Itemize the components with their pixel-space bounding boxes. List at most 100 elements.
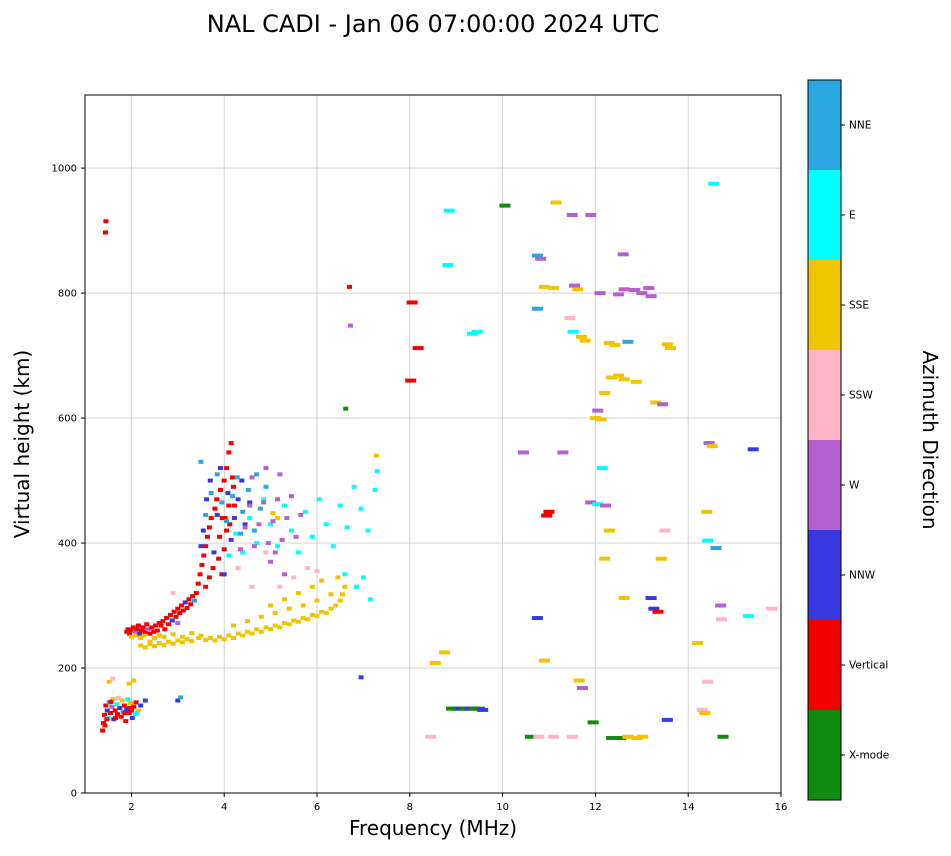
data-point [499, 203, 511, 208]
data-point [257, 506, 263, 511]
data-point [124, 629, 130, 634]
chart-title: NAL CADI - Jan 06 07:00:00 2024 UTC [206, 10, 660, 38]
data-point [268, 522, 274, 527]
data-point [196, 636, 202, 641]
data-point [129, 716, 135, 721]
data-point [226, 633, 232, 638]
data-point [622, 339, 634, 344]
data-point [127, 706, 133, 711]
data-point [286, 622, 292, 627]
data-point [585, 212, 597, 217]
data-point [270, 511, 276, 516]
data-point [227, 522, 233, 527]
data-point [618, 287, 630, 292]
data-point [531, 616, 543, 621]
data-point [548, 734, 560, 739]
data-point [104, 717, 110, 722]
data-point [665, 346, 677, 351]
data-point [113, 716, 119, 721]
data-point [149, 625, 155, 630]
data-point [293, 534, 299, 539]
data-point [251, 528, 257, 533]
data-point [661, 717, 673, 722]
data-point [443, 208, 455, 213]
data-point [258, 614, 264, 619]
data-point [696, 707, 708, 712]
y-tick-label: 400 [58, 539, 77, 550]
data-point [346, 284, 352, 289]
y-tick-label: 200 [58, 664, 77, 675]
data-point [279, 537, 285, 542]
data-point [347, 323, 353, 328]
data-point [245, 487, 251, 492]
data-point [235, 631, 241, 636]
data-point [330, 544, 336, 549]
data-point [235, 566, 241, 571]
data-point [219, 500, 225, 505]
data-point [637, 734, 649, 739]
data-point [263, 466, 269, 471]
data-point [766, 606, 778, 611]
data-point [659, 528, 671, 533]
data-point [256, 522, 262, 527]
data-point [144, 622, 150, 627]
data-point [703, 441, 715, 446]
data-point [240, 550, 246, 555]
data-point [372, 487, 378, 492]
data-point [132, 629, 138, 634]
y-tick-label: 0 [71, 789, 77, 800]
data-point [316, 497, 322, 502]
data-point [108, 711, 114, 716]
data-point [230, 494, 236, 499]
data-point [543, 509, 555, 514]
data-point [102, 230, 108, 235]
data-point [655, 556, 667, 561]
data-point [154, 628, 160, 633]
data-point [151, 629, 157, 634]
data-point [178, 695, 184, 700]
data-point [244, 619, 250, 624]
data-point [702, 679, 714, 684]
data-point [179, 640, 185, 645]
data-point [337, 598, 343, 603]
data-point [531, 253, 543, 258]
data-point [164, 616, 170, 621]
data-point [576, 686, 588, 691]
data-point [175, 698, 181, 703]
data-point [126, 681, 132, 686]
data-point [323, 611, 329, 616]
data-point [140, 625, 146, 630]
data-point [600, 503, 612, 508]
data-point [367, 597, 373, 602]
data-point [214, 497, 220, 502]
data-point [169, 618, 175, 623]
data-point [648, 606, 660, 611]
data-point [133, 700, 139, 705]
data-point [188, 602, 194, 607]
data-point [645, 596, 657, 601]
data-point [343, 406, 349, 411]
x-tick-label: 2 [128, 802, 134, 813]
data-point [645, 294, 657, 299]
data-point [275, 497, 281, 502]
data-point [224, 466, 230, 471]
data-point [337, 503, 343, 508]
data-point [203, 512, 209, 517]
data-point [716, 617, 728, 622]
data-point [263, 625, 269, 630]
data-point [657, 402, 669, 407]
data-point [589, 416, 601, 421]
colorbar-segment-nnw [808, 530, 841, 620]
data-point [699, 711, 711, 716]
data-point [405, 378, 417, 383]
data-point [594, 291, 606, 296]
data-point [131, 704, 137, 709]
data-point [277, 625, 283, 630]
data-point [158, 623, 164, 628]
data-point [650, 400, 662, 405]
data-point [351, 484, 357, 489]
data-point [212, 638, 218, 643]
data-point [161, 634, 167, 639]
data-point [224, 519, 230, 524]
